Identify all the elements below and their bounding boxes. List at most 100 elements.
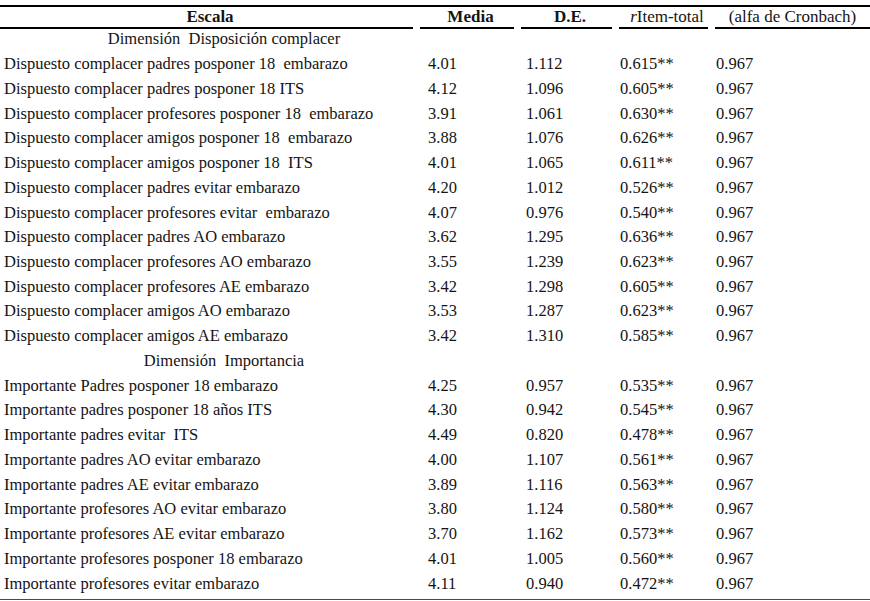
results-table: Escala Media D.E. rItem-total (alfa de C… [0,7,870,596]
table-row: Dispuesto complacer profesores posponer … [0,101,870,126]
cell-de: 0.976 [521,200,619,225]
cell-ritem-total: 0.585** [619,324,715,349]
cell-escala: Dispuesto complacer padres posponer 18 e… [0,52,420,77]
cell-alfa-empty [715,27,870,52]
cell-alfa-cronbach: 0.967 [715,76,870,101]
table-body: Dimensión Disposición complacer Dispuest… [0,27,870,596]
cell-ritem-total: 0.561** [619,447,715,472]
column-header-media: Media [420,7,521,27]
cell-media: 3.55 [420,250,521,275]
table-row: Dispuesto complacer padres evitar embara… [0,175,870,200]
table-row: Dispuesto complacer amigos posponer 18 e… [0,126,870,151]
cell-escala: Importante profesores evitar embarazo [0,571,420,596]
cell-media: 3.70 [420,522,521,547]
table-row: Dispuesto complacer padres AO embarazo 3… [0,225,870,250]
cell-escala: Dispuesto complacer padres evitar embara… [0,175,420,200]
cell-media: 3.42 [420,324,521,349]
cell-escala: Dispuesto complacer profesores AO embara… [0,250,420,275]
cell-alfa-cronbach: 0.967 [715,447,870,472]
cell-de: 0.957 [521,373,619,398]
cell-media: 3.42 [420,274,521,299]
cell-ritem-total: 0.560** [619,546,715,571]
cell-de: 1.096 [521,76,619,101]
cell-de: 1.298 [521,274,619,299]
table-row: Importante profesores AO evitar embarazo… [0,497,870,522]
cell-alfa-cronbach: 0.967 [715,522,870,547]
cell-escala: Dispuesto complacer padres AO embarazo [0,225,420,250]
paper-table-page: Escala Media D.E. rItem-total (alfa de C… [0,0,870,601]
cell-media: 4.20 [420,175,521,200]
column-header-ritem-total: rItem-total [619,7,715,27]
section-label: Dimensión Disposición complacer [0,27,420,52]
table-row: Importante padres posponer 18 años ITS 4… [0,398,870,423]
cell-media-empty [420,27,521,52]
cell-media: 3.53 [420,299,521,324]
cell-alfa-cronbach: 0.967 [715,373,870,398]
cell-escala: Importante profesores AO evitar embarazo [0,497,420,522]
cell-de: 1.061 [521,101,619,126]
cell-escala: Importante Padres posponer 18 embarazo [0,373,420,398]
cell-media: 4.07 [420,200,521,225]
cell-escala: Importante profesores posponer 18 embara… [0,546,420,571]
cell-escala: Dispuesto complacer profesores posponer … [0,101,420,126]
column-header-escala: Escala [0,7,420,27]
cell-de: 1.116 [521,472,619,497]
cell-ritem-total: 0.605** [619,274,715,299]
cell-media: 4.01 [420,52,521,77]
cell-ritem-total: 0.605** [619,76,715,101]
table-row: Dispuesto complacer amigos posponer 18 I… [0,151,870,176]
cell-ritem-total: 0.526** [619,175,715,200]
cell-media: 3.88 [420,126,521,151]
cell-de: 1.287 [521,299,619,324]
cell-escala: Dispuesto complacer amigos AE embarazo [0,324,420,349]
table-row: Dispuesto complacer profesores evitar em… [0,200,870,225]
cell-de: 0.942 [521,398,619,423]
table-row: Dispuesto complacer profesores AE embara… [0,274,870,299]
table-row: Importante padres AE evitar embarazo 3.8… [0,472,870,497]
cell-alfa-cronbach: 0.967 [715,52,870,77]
cell-media: 4.11 [420,571,521,596]
table-header: Escala Media D.E. rItem-total (alfa de C… [0,7,870,27]
cell-alfa-cronbach: 0.967 [715,250,870,275]
cell-de: 0.940 [521,571,619,596]
cell-ritem-empty [619,349,715,374]
cell-alfa-empty [715,349,870,374]
cell-alfa-cronbach: 0.967 [715,151,870,176]
cell-alfa-cronbach: 0.967 [715,299,870,324]
cell-de: 1.107 [521,447,619,472]
ritem-label-rest: Item-total [637,7,704,26]
cell-alfa-cronbach: 0.967 [715,126,870,151]
table-row: Importante Padres posponer 18 embarazo 4… [0,373,870,398]
cell-media: 3.62 [420,225,521,250]
cell-ritem-total: 0.535** [619,373,715,398]
column-header-alfa-cronbach: (alfa de Cronbach) [715,7,870,27]
cell-media: 3.80 [420,497,521,522]
table-row: Importante profesores AE evitar embarazo… [0,522,870,547]
table-row: Dispuesto complacer amigos AO embarazo 3… [0,299,870,324]
cell-alfa-cronbach: 0.967 [715,101,870,126]
cell-alfa-cronbach: 0.967 [715,546,870,571]
cell-de: 1.124 [521,497,619,522]
cell-media: 3.91 [420,101,521,126]
header-row: Escala Media D.E. rItem-total (alfa de C… [0,7,870,27]
table-row: Dispuesto complacer padres posponer 18 e… [0,52,870,77]
cell-de: 1.162 [521,522,619,547]
column-header-de: D.E. [521,7,619,27]
table-row: Dispuesto complacer padres posponer 18 I… [0,76,870,101]
cell-escala: Dispuesto complacer profesores AE embara… [0,274,420,299]
table-bottom-rule [0,599,870,600]
cell-ritem-total: 0.563** [619,472,715,497]
cell-ritem-total: 0.630** [619,101,715,126]
cell-alfa-cronbach: 0.967 [715,398,870,423]
cell-de: 1.295 [521,225,619,250]
cell-alfa-cronbach: 0.967 [715,423,870,448]
cell-escala: Importante padres AO evitar embarazo [0,447,420,472]
cell-de-empty [521,349,619,374]
cell-media: 3.89 [420,472,521,497]
table-row: Dispuesto complacer profesores AO embara… [0,250,870,275]
cell-de: 1.012 [521,175,619,200]
cell-ritem-total: 0.540** [619,200,715,225]
cell-de: 1.005 [521,546,619,571]
cell-de: 1.076 [521,126,619,151]
cell-ritem-total: 0.636** [619,225,715,250]
